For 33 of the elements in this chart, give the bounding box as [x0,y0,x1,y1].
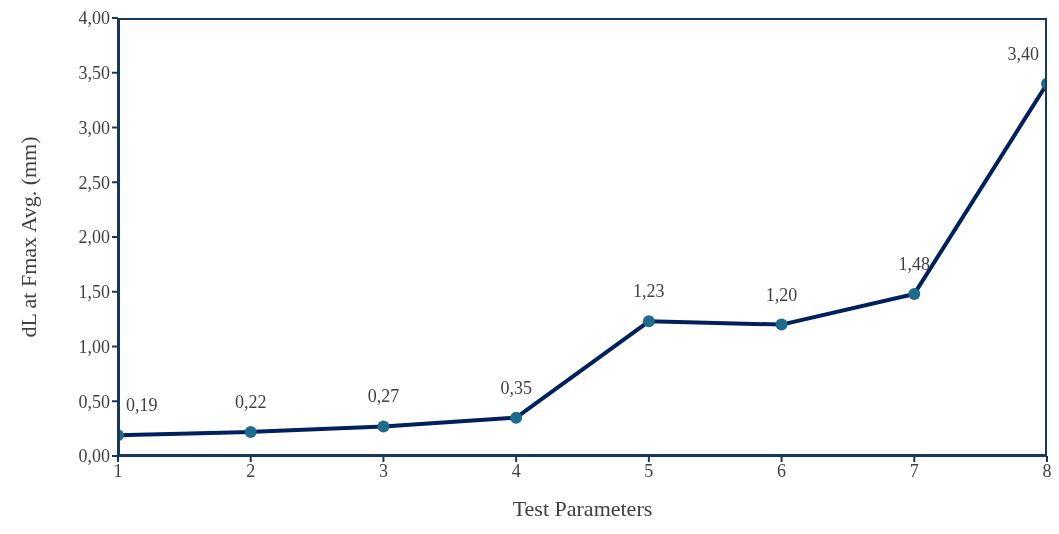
x-tick-label: 1 [113,460,123,481]
point [377,420,390,433]
y-tick-label: 4,00 [78,8,110,29]
data-label: 0,19 [126,395,158,416]
x-tick-label: 8 [1042,460,1052,481]
point [908,287,921,300]
y-tick-label: 3,50 [78,63,110,84]
data-label: 1,23 [633,281,665,302]
y-axis-title: dL at Fmax Avg. (mm) [15,136,41,338]
x-tick-label: 3 [378,460,388,481]
y-tick-label: 1,50 [78,282,110,303]
data-label: 0,35 [500,377,532,398]
x-tick-label: 7 [909,460,919,481]
point [510,411,523,424]
y-tick-label: 2,00 [78,227,110,248]
point [642,315,655,328]
y-tick-label: 0,50 [78,391,110,412]
data-label: 3,40 [1007,43,1039,64]
y-tick-label: 3,00 [78,117,110,138]
x-tick-label: 5 [644,460,654,481]
data-label: 1,48 [898,253,931,274]
data-label: 1,20 [765,284,798,305]
y-tick-label: 0,00 [78,446,110,467]
x-tick-label: 4 [511,460,521,481]
data-label: 0,22 [234,391,267,412]
point [775,318,788,331]
point [244,425,257,438]
data-label: 0,27 [367,386,400,407]
x-tick-label: 2 [246,460,256,481]
y-tick-label: 1,00 [78,336,110,357]
y-tick-label: 2,50 [78,172,110,193]
x-tick-label: 6 [777,460,787,481]
x-axis-title: Test Parameters [512,496,653,521]
